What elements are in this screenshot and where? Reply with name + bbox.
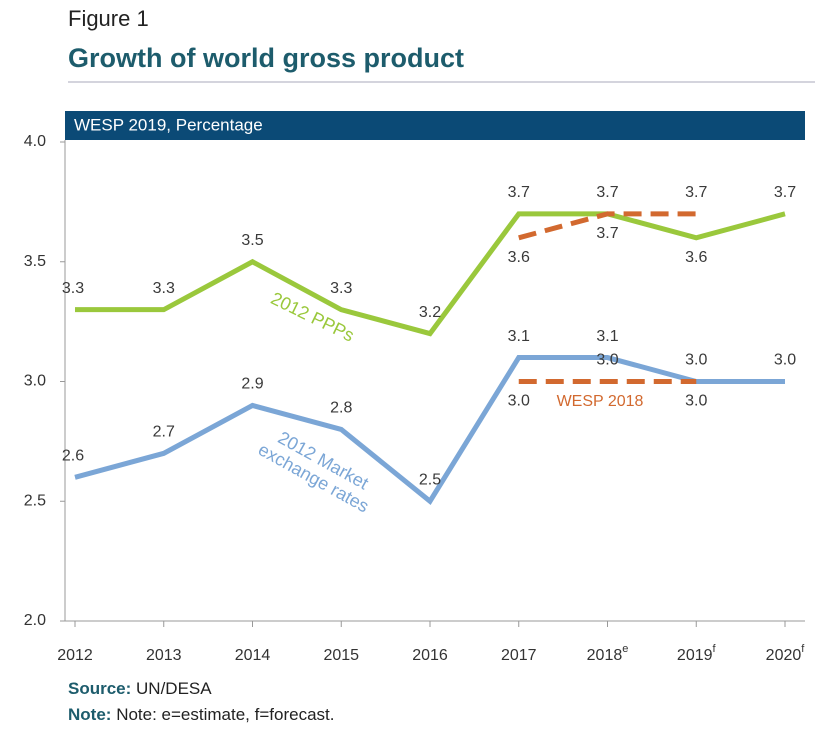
chart-title: Growth of world gross product <box>68 43 464 73</box>
series-line <box>74 355 785 505</box>
value-label: 3.3 <box>62 280 84 297</box>
value-label: 3.0 <box>774 352 796 369</box>
subtitle: WESP 2019, Percentage <box>74 115 263 134</box>
forecast-line <box>518 211 697 241</box>
value-label: 2.5 <box>419 471 441 488</box>
value-label: 3.7 <box>774 184 796 201</box>
x-tick-label: 2014 <box>235 647 271 664</box>
x-tick-year: 2019 <box>677 647 713 664</box>
x-tick-label: 2012 <box>57 647 93 664</box>
x-tick-year: 2017 <box>501 647 537 664</box>
subtitle-bar <box>65 111 805 140</box>
value-label: 3.7 <box>596 225 618 242</box>
value-label: 3.6 <box>508 249 530 266</box>
y-tick-label: 3.5 <box>24 253 46 270</box>
x-tick-year: 2015 <box>323 647 359 664</box>
x-tick-label: 2017 <box>501 647 537 664</box>
x-tick-superscript: f <box>801 643 805 655</box>
note-label: Note: <box>68 705 111 724</box>
y-tick-label: 4.0 <box>24 133 46 150</box>
y-tick-label: 2.0 <box>24 612 46 629</box>
x-tick-year: 2014 <box>235 647 271 664</box>
source: Source: UN/DESA <box>68 679 212 698</box>
x-tick-label: 2013 <box>146 647 182 664</box>
series-name: WESP 2018 <box>557 393 644 410</box>
x-tick-year: 2012 <box>57 647 93 664</box>
value-label: 3.0 <box>508 393 530 410</box>
x-tick-year: 2016 <box>412 647 448 664</box>
value-label: 3.5 <box>241 232 263 249</box>
x-tick-label: 2015 <box>323 647 359 664</box>
y-tick-label: 2.5 <box>24 492 46 509</box>
source-text: UN/DESA <box>136 679 212 698</box>
value-label: 3.2 <box>419 304 441 321</box>
value-label: 3.0 <box>685 393 707 410</box>
note: Note: Note: e=estimate, f=forecast. <box>68 705 334 724</box>
value-label: 3.6 <box>685 249 707 266</box>
x-tick-label: 2019f <box>677 643 717 664</box>
figure-label: Figure 1 <box>68 6 149 31</box>
x-tick-superscript: e <box>622 643 628 655</box>
series-line <box>75 211 786 337</box>
source-label: Source: <box>68 679 131 698</box>
value-label: 2.7 <box>153 424 175 441</box>
note-text: Note: e=estimate, f=forecast. <box>116 705 334 724</box>
series-name: 2012 Marketexchange rates <box>255 422 382 517</box>
value-label: 3.0 <box>596 352 618 369</box>
x-tick-year: 2020 <box>766 647 802 664</box>
value-label: 2.9 <box>241 376 263 393</box>
value-label: 3.3 <box>153 280 175 297</box>
value-label: 2.6 <box>62 448 84 465</box>
value-label: 2.8 <box>330 400 352 417</box>
x-tick-label: 2020f <box>766 643 806 664</box>
x-tick-superscript: f <box>713 643 717 655</box>
value-label: 3.7 <box>596 184 618 201</box>
value-label: 3.3 <box>330 280 352 297</box>
value-label: 3.0 <box>685 352 707 369</box>
value-label: 3.1 <box>596 328 618 345</box>
y-tick-label: 3.0 <box>24 373 46 390</box>
x-tick-label: 2018e <box>587 643 629 664</box>
x-tick-label: 2016 <box>412 647 448 664</box>
value-label: 3.7 <box>508 184 530 201</box>
x-tick-year: 2018 <box>587 647 623 664</box>
value-label: 3.7 <box>685 184 707 201</box>
value-label: 3.1 <box>508 328 530 345</box>
x-tick-year: 2013 <box>146 647 182 664</box>
